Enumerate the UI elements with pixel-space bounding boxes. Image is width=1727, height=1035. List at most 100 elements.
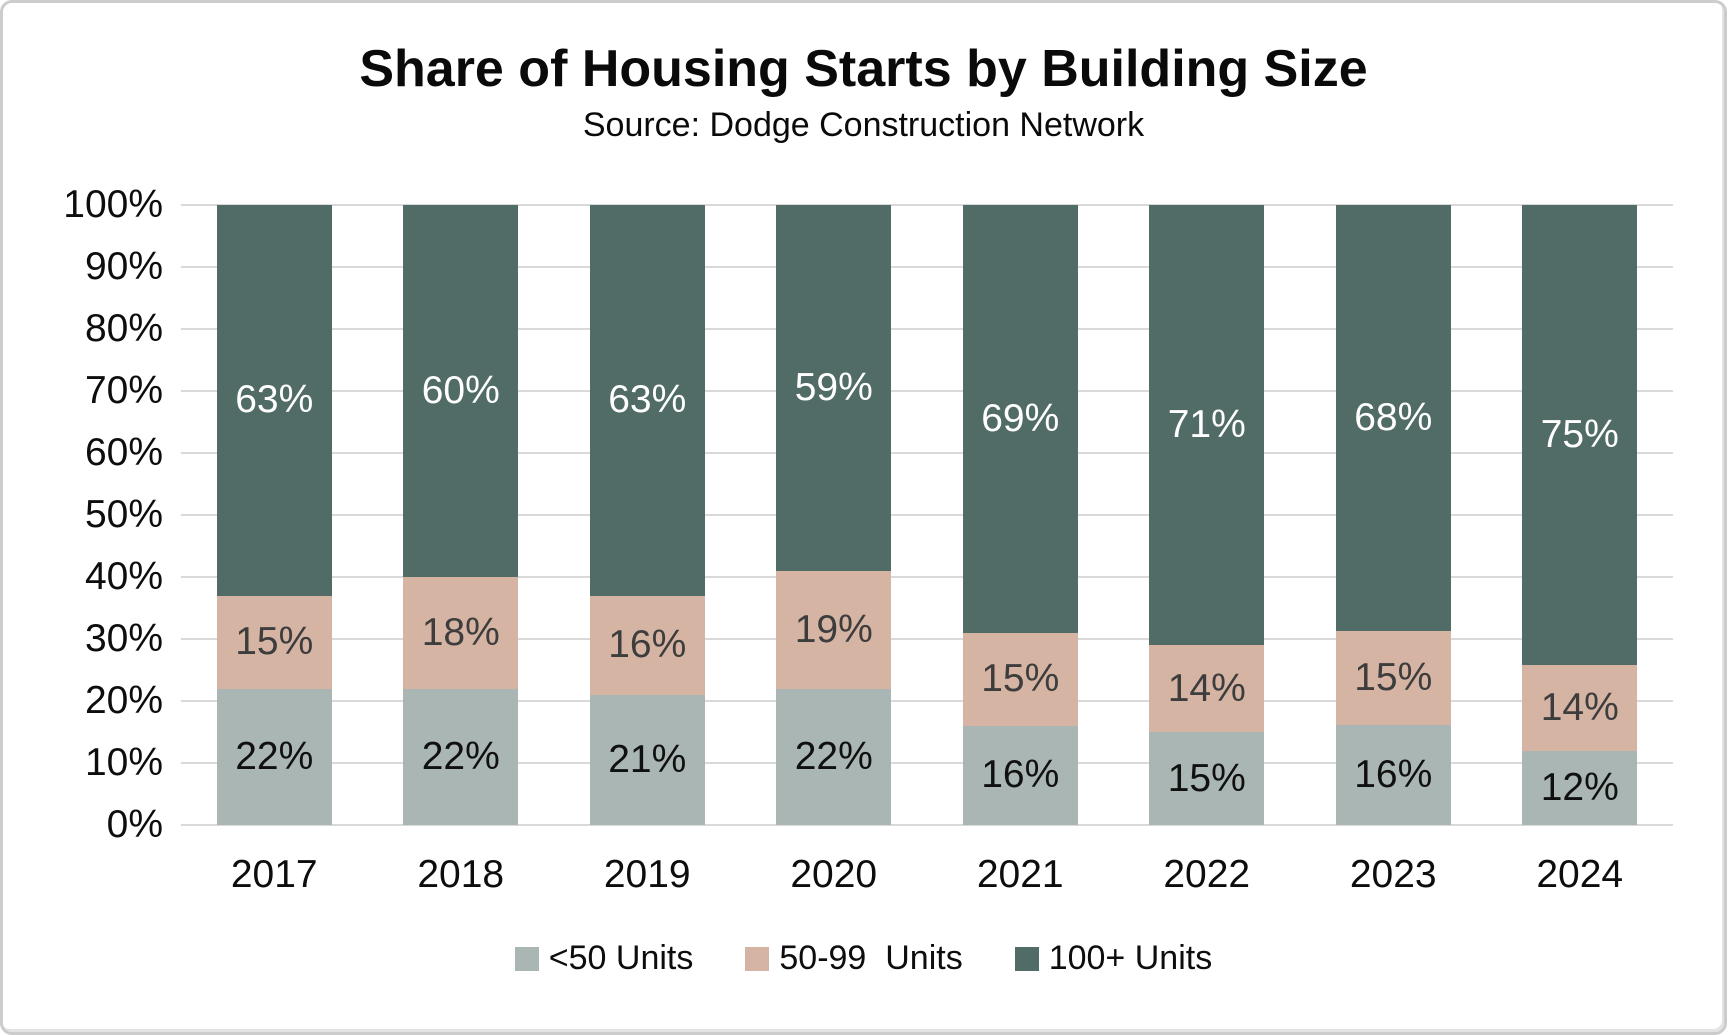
bars-container: 22% 15% 63% 22% 18% 60% 21% 16% 63% 22% 19% 59% 16% 1… [181,205,1673,825]
chart-title: Share of Housing Starts by Building Size [359,40,1368,98]
x-tick-label: 2023 [1349,853,1437,896]
y-tick-label: 60% [84,431,163,474]
gridline [181,266,1673,268]
bar-segment: 22% [776,688,892,825]
segment-value-label: 68% [1354,395,1433,439]
segment-value-label: 22% [421,734,500,778]
bar-segment: 63% [216,205,332,596]
bar-segment: 16% [589,595,705,695]
y-tick-label: 20% [84,679,163,722]
bar-slot-2023: 16% 15% 68% [1300,205,1487,825]
legend-label: 100+ Units [1048,939,1213,977]
stacked-bar-2017: 22% 15% 63% [216,205,332,825]
gridline [181,390,1673,392]
segment-value-label: 71% [1167,403,1246,447]
y-tick-label: 10% [84,741,163,784]
bar-segment: 14% [1149,645,1265,732]
gridline [181,824,1673,826]
bar-slot-2022: 15% 14% 71% [1114,205,1301,825]
bar-segment: 71% [1149,205,1265,646]
y-tick-label: 30% [84,617,163,660]
gridline [181,638,1673,640]
x-tick-label: 2020 [790,853,878,896]
segment-value-label: 69% [981,396,1060,440]
stacked-bar-2019: 21% 16% 63% [589,205,705,825]
legend-item: <50 Units [514,939,694,978]
bar-segment: 15% [1335,630,1451,725]
bar-segment: 19% [776,570,892,689]
x-tick-label: 2017 [230,853,318,896]
y-tick-label: 0% [106,803,163,846]
segment-value-label: 15% [981,657,1060,701]
legend-swatch-icon [514,946,539,971]
bar-segment: 59% [776,205,892,571]
x-tick-label: 2021 [976,853,1064,896]
y-tick-label: 80% [84,307,163,350]
bar-segment: 68% [1335,205,1451,631]
gridline [181,700,1673,702]
y-tick-label: 50% [84,493,163,536]
bar-segment: 15% [216,595,332,689]
segment-value-label: 16% [981,753,1060,797]
segment-value-label: 60% [421,369,500,413]
stacked-bar-2022: 15% 14% 71% [1149,205,1265,825]
bar-segment: 63% [589,205,705,596]
bar-segment: 75% [1522,205,1638,666]
x-axis: 2017 2018 2019 2020 2021 2022 2023 2024 [181,853,1673,897]
legend-label: 50-99 Units [779,939,963,977]
bar-slot-2021: 16% 15% 69% [927,205,1114,825]
y-tick-label: 40% [84,555,163,598]
bar-segment: 60% [403,205,519,578]
plot-area: 22% 15% 63% 22% 18% 60% 21% 16% 63% 22% 19% 59% 16% 1… [181,204,1673,826]
x-tick-label: 2024 [1536,853,1624,896]
y-tick-label: 90% [84,245,163,288]
segment-value-label: 12% [1540,766,1619,810]
segment-value-label: 16% [1354,752,1433,796]
segment-value-label: 63% [235,378,314,422]
y-tick-label: 70% [84,369,163,412]
legend-label: <50 Units [548,939,694,977]
bar-segment: 12% [1522,751,1638,825]
y-tick-label: 100% [63,183,163,226]
segment-value-label: 59% [794,365,873,409]
segment-value-label: 22% [235,734,314,778]
segment-value-label: 63% [608,378,687,422]
bar-segment: 69% [962,205,1078,633]
bar-segment: 22% [403,688,519,825]
bar-segment: 16% [962,725,1078,825]
segment-value-label: 15% [1354,655,1433,699]
segment-value-label: 15% [235,620,314,664]
stacked-bar-2023: 16% 15% 68% [1335,205,1451,825]
segment-value-label: 75% [1540,413,1619,457]
gridline [181,762,1673,764]
legend-swatch-icon [745,946,770,971]
segment-value-label: 22% [794,734,873,778]
gridline [181,452,1673,454]
bar-segment: 16% [1335,724,1451,825]
bar-slot-2019: 21% 16% 63% [554,205,741,825]
x-tick-label: 2022 [1163,853,1251,896]
stacked-bar-2024: 12% 14% 75% [1522,205,1638,825]
gridline [181,204,1673,206]
segment-value-label: 21% [608,737,687,781]
bar-slot-2018: 22% 18% 60% [368,205,555,825]
bar-slot-2017: 22% 15% 63% [181,205,368,825]
segment-value-label: 15% [1167,756,1246,800]
y-axis: 100% 90% 80% 70% 60% 50% 40% 30% 20% 10% 0% [3,3,163,1032]
segment-value-label: 18% [421,610,500,654]
legend-item: 100+ Units [1014,939,1213,978]
chart-subtitle: Source: Dodge Construction Network [582,106,1145,144]
segment-value-label: 14% [1540,686,1619,730]
legend: <50 Units 50-99 Units 100+ Units [3,939,1724,978]
stacked-bar-2021: 16% 15% 69% [962,205,1078,825]
segment-value-label: 14% [1167,666,1246,710]
x-tick-label: 2019 [603,853,691,896]
bar-slot-2024: 12% 14% 75% [1487,205,1674,825]
legend-swatch-icon [1014,946,1039,971]
stacked-bar-2018: 22% 18% 60% [403,205,519,825]
bar-segment: 21% [589,694,705,825]
bar-segment: 15% [962,632,1078,726]
bar-slot-2020: 22% 19% 59% [741,205,928,825]
bar-segment: 14% [1522,665,1638,752]
